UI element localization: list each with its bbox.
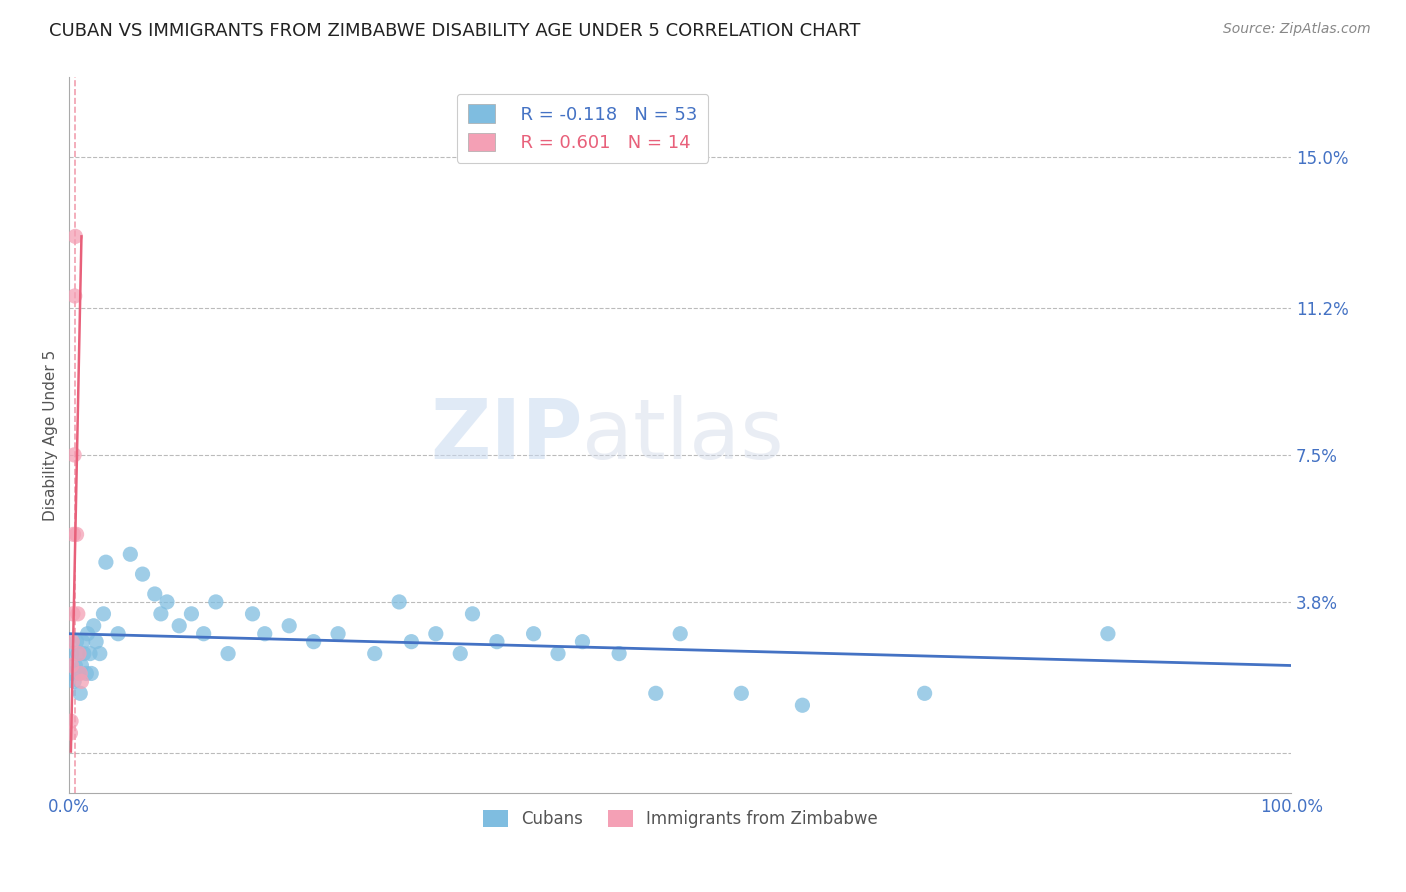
Point — [167, 619, 190, 633]
Point — [914, 686, 936, 700]
Point — [388, 595, 411, 609]
Point — [149, 607, 172, 621]
Point — [94, 555, 117, 569]
Y-axis label: Disability Age Under 5: Disability Age Under 5 — [44, 350, 58, 521]
Point — [60, 714, 83, 728]
Point — [62, 607, 84, 621]
Point — [60, 647, 83, 661]
Point — [79, 647, 101, 661]
Point — [72, 634, 94, 648]
Point — [80, 666, 103, 681]
Point — [644, 686, 666, 700]
Point — [156, 595, 179, 609]
Point — [792, 698, 814, 713]
Point — [449, 647, 471, 661]
Point — [278, 619, 301, 633]
Point — [83, 619, 105, 633]
Point — [84, 634, 107, 648]
Point — [205, 595, 228, 609]
Point — [63, 674, 86, 689]
Point — [65, 229, 87, 244]
Point — [70, 674, 93, 689]
Point — [401, 634, 423, 648]
Point — [364, 647, 387, 661]
Point — [60, 634, 83, 648]
Point — [143, 587, 166, 601]
Point — [67, 666, 90, 681]
Point — [73, 647, 96, 661]
Point — [547, 647, 569, 661]
Point — [253, 626, 276, 640]
Point — [131, 567, 153, 582]
Point — [89, 647, 111, 661]
Point — [65, 527, 87, 541]
Point — [1097, 626, 1119, 640]
Point — [69, 666, 91, 681]
Point — [63, 289, 86, 303]
Point — [242, 607, 264, 621]
Point — [425, 626, 447, 640]
Point — [326, 626, 349, 640]
Text: atlas: atlas — [582, 394, 785, 475]
Point — [66, 647, 89, 661]
Point — [69, 686, 91, 700]
Point — [193, 626, 215, 640]
Point — [669, 626, 692, 640]
Legend: Cubans, Immigrants from Zimbabwe: Cubans, Immigrants from Zimbabwe — [475, 803, 884, 834]
Point — [65, 634, 87, 648]
Text: Source: ZipAtlas.com: Source: ZipAtlas.com — [1223, 22, 1371, 37]
Point — [485, 634, 508, 648]
Point — [62, 666, 84, 681]
Point — [70, 658, 93, 673]
Point — [93, 607, 115, 621]
Text: ZIP: ZIP — [430, 394, 582, 475]
Point — [63, 448, 86, 462]
Point — [180, 607, 202, 621]
Point — [571, 634, 593, 648]
Point — [730, 686, 752, 700]
Point — [62, 527, 84, 541]
Point — [65, 658, 87, 673]
Point — [76, 626, 98, 640]
Point — [302, 634, 325, 648]
Point — [607, 647, 630, 661]
Point — [67, 647, 90, 661]
Point — [60, 658, 83, 673]
Point — [107, 626, 129, 640]
Point — [120, 547, 142, 561]
Point — [461, 607, 484, 621]
Point — [75, 666, 97, 681]
Point — [523, 626, 546, 640]
Point — [66, 607, 89, 621]
Text: CUBAN VS IMMIGRANTS FROM ZIMBABWE DISABILITY AGE UNDER 5 CORRELATION CHART: CUBAN VS IMMIGRANTS FROM ZIMBABWE DISABI… — [49, 22, 860, 40]
Point — [217, 647, 239, 661]
Point — [59, 726, 82, 740]
